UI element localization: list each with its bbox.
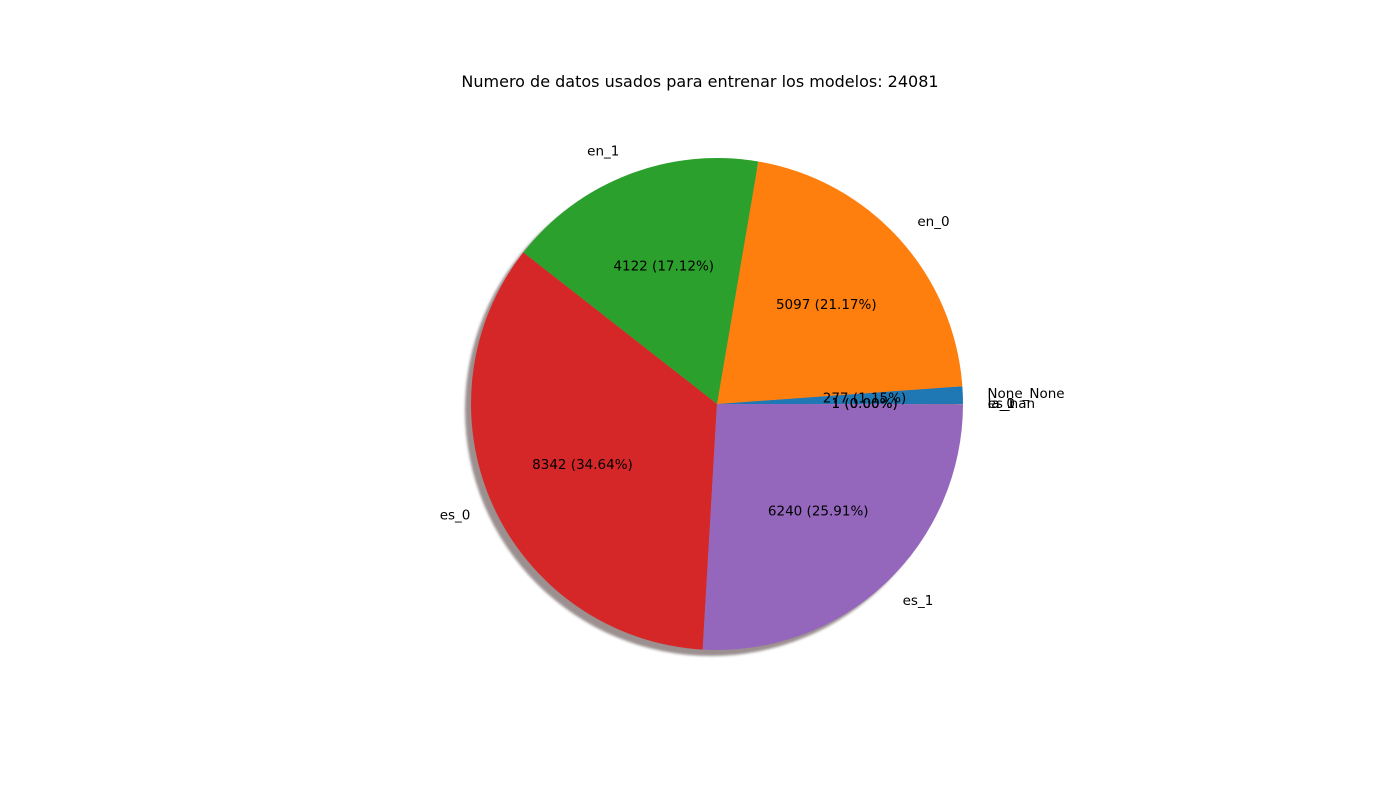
slice-value-label-es-nan: 1 (0.00%) xyxy=(831,396,897,412)
slice-value-label-la-0: 1 (0.00%) xyxy=(831,396,897,412)
slice-value-label-none-none: 277 (1.15%) xyxy=(823,391,906,407)
chart-title: Numero de datos usados para entrenar los… xyxy=(461,72,939,91)
slice-label-la-1: la_1 xyxy=(988,396,1015,412)
pie-slice-en-0 xyxy=(717,161,963,404)
slice-value-label-en-1: 4122 (17.12%) xyxy=(613,258,714,274)
slice-value-label-en-0: 5097 (21.17%) xyxy=(776,297,877,313)
slice-value-label-la-1: 1 (0.00%) xyxy=(831,396,897,412)
pie-slices xyxy=(471,158,963,650)
pie-slice-en-1 xyxy=(523,158,759,404)
pie-slice-none-none xyxy=(717,386,963,404)
pie-slice-es-1 xyxy=(702,404,963,650)
slice-label-en-0: en_0 xyxy=(917,214,949,230)
slice-value-label-es-0: 8342 (34.64%) xyxy=(532,457,633,473)
slice-label-none-none: None_None xyxy=(987,386,1064,402)
slice-value-label-es-1: 6240 (25.91%) xyxy=(768,503,869,519)
slice-label-es-0: es_0 xyxy=(440,507,471,523)
pie-slice-es-0 xyxy=(471,252,717,650)
pie-value-labels: 277 (1.15%) 5097 (21.17%) 4122 (17.12%) 834… xyxy=(532,258,906,519)
slice-label-es-nan: es_nan xyxy=(988,396,1035,412)
slice-label-la-0: la_0 xyxy=(988,396,1015,412)
slice-label-en-1: en_1 xyxy=(587,144,619,160)
slice-label-es-1: es_1 xyxy=(903,593,934,609)
